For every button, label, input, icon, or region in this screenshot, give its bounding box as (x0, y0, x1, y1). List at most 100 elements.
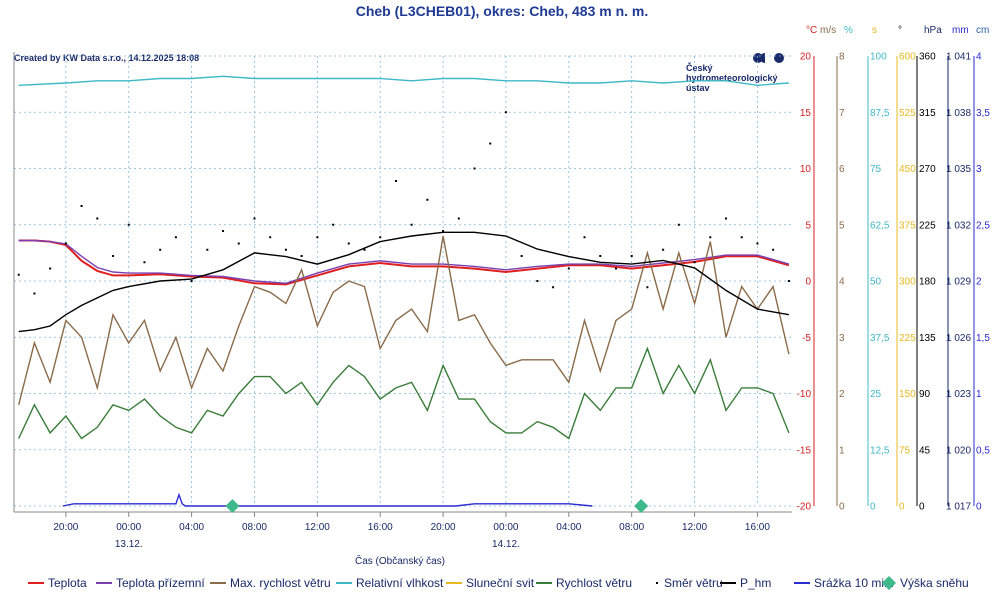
axis-tick-label: 50 (870, 277, 882, 288)
legend-label: Teplota přízemní (116, 576, 205, 590)
wind-direction-point (677, 223, 680, 226)
legend-swatch (882, 576, 896, 590)
wind-direction-point (457, 217, 460, 220)
series-line (18, 231, 790, 333)
snow-depth-marker (634, 499, 649, 513)
wind-direction-point (112, 255, 115, 257)
axis-tick-label: 10 (800, 164, 812, 175)
series-max-rychlost-v-tru (18, 235, 790, 405)
axis-unit-label: hPa (924, 25, 942, 36)
wind-direction-point (206, 248, 209, 251)
axis-tick-label: 225 (919, 220, 936, 231)
wind-direction-point (567, 267, 570, 270)
axis-tick-label: 1 (839, 445, 845, 456)
wind-direction-point (49, 267, 52, 270)
wind-direction-point (787, 280, 790, 282)
legend-item: Relativní vlhkost (336, 576, 444, 590)
axis-tick-label: 135 (919, 333, 936, 344)
axis-tick-label: 1 038 (946, 108, 971, 119)
axis-tick-label: 0 (839, 502, 845, 513)
created-note: Created by KW Data s.r.o., 14.12.2025 18… (14, 53, 199, 63)
legend-label: Max. rychlost větru (230, 576, 331, 590)
axis-tick-label: 225 (899, 333, 916, 344)
axis-tick-label: 90 (919, 389, 931, 400)
x-tick-label: 12:00 (305, 522, 330, 533)
axis-tick-label: 600 (899, 52, 916, 63)
series-relativn-vlhkost (18, 75, 789, 87)
x-axis: 20:00 00:00 04:00 08:00 12:00 16:00 20:00 00:00… (53, 512, 770, 550)
logo-line-3: ústav (686, 83, 710, 93)
series-line (18, 239, 790, 286)
axis-tick-label: 1,5 (976, 333, 990, 344)
cmhi-logo: Český hydrometeorologický ústav (686, 53, 784, 93)
series-p-hm (18, 231, 790, 333)
wind-direction-point (222, 230, 225, 232)
wind-direction-point (379, 236, 382, 239)
axis-tick-label: 270 (919, 164, 936, 175)
axis-tick-label: 8 (839, 52, 845, 63)
x-tick-label: 08:00 (242, 522, 267, 533)
axis-tick-label: 45 (919, 445, 931, 456)
legend-item: Výška sněhu (882, 576, 969, 590)
axis-tick-label: 1 017 (946, 502, 971, 513)
wind-direction-point (662, 248, 665, 251)
axis-tick-label: 375 (899, 220, 916, 231)
series-line (18, 239, 790, 285)
series-line (62, 492, 593, 507)
wind-direction-point (740, 236, 743, 239)
axis-s: 0 75 150 225 300 375 450 525 600 s (872, 25, 916, 513)
axis-tick-label: 360 (919, 52, 936, 63)
wind-direction-point (756, 242, 759, 245)
axis-unit-label: s (872, 25, 877, 36)
series-layer (17, 75, 790, 513)
axis-tick-label: 4 (976, 52, 982, 63)
series-sm-r-v-tru (17, 111, 790, 295)
axis-tick-label: 87,5 (870, 108, 890, 119)
wind-direction-point (709, 236, 712, 239)
wind-direction-point (190, 280, 193, 282)
axis-tick-label: 150 (899, 389, 916, 400)
x-tick-label: 08:00 (619, 522, 644, 533)
axis-tick-label: 62,5 (870, 220, 890, 231)
wind-direction-point (253, 217, 256, 220)
legend-label: Srážka 10 min. (814, 576, 894, 590)
wind-direction-point (583, 236, 586, 239)
axis-°: 0 45 90 135 180 225 270 315 360 ° (898, 25, 936, 513)
axis-°C: -20 -15 -10 -5 0 5 10 15 20 °C (797, 25, 818, 513)
legend-label: Sluneční svit (466, 576, 535, 590)
wind-direction-point (284, 248, 287, 251)
axis-tick-label: 5 (805, 220, 811, 231)
legend-item: Teplota (28, 576, 87, 590)
wind-direction-point (347, 242, 350, 245)
axis-tick-label: 180 (919, 277, 936, 288)
axis-unit-label: °C (806, 25, 817, 36)
wind-direction-point (363, 248, 366, 251)
axis-tick-label: 1 020 (946, 445, 971, 456)
wind-direction-point (96, 217, 99, 220)
x-tick-label: 12:00 (682, 522, 707, 533)
axis-unit-label: ° (898, 25, 902, 36)
wind-direction-point (64, 242, 67, 245)
wind-direction-point (489, 142, 492, 145)
axis-tick-label: 15 (800, 108, 812, 119)
wind-direction-point (17, 273, 20, 276)
axis-tick-label: 525 (899, 108, 916, 119)
wind-direction-point (143, 261, 146, 264)
axis-tick-label: 0 (919, 502, 925, 513)
wind-direction-point (159, 248, 162, 251)
wind-direction-point (646, 286, 649, 289)
axis-tick-label: 315 (919, 108, 936, 119)
axis-tick-label: -15 (797, 445, 812, 456)
chart-title: Cheb (L3CHEB01), okres: Cheb, 483 m n. m… (356, 3, 649, 19)
wind-direction-point (614, 267, 617, 270)
logo-line-1: Český (686, 62, 713, 73)
axis-tick-label: 12,5 (870, 445, 890, 456)
wind-direction-point (316, 236, 319, 239)
axis-tick-label: -20 (797, 502, 812, 513)
legend-swatch (656, 582, 658, 584)
axis-tick-label: 1 (976, 389, 982, 400)
wind-direction-point (33, 292, 36, 295)
legend-label: P_hm (740, 576, 771, 590)
plot-frame (13, 52, 792, 513)
series-line (18, 235, 790, 405)
